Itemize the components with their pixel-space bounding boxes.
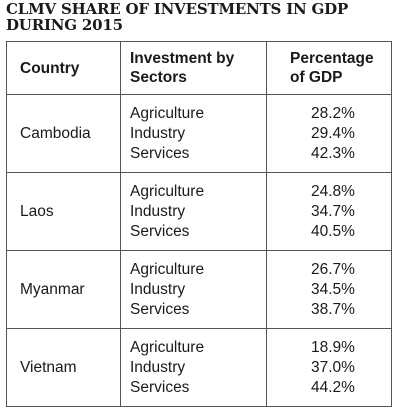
percentage-value: 42.3%: [311, 144, 355, 162]
sector-label: Industry: [130, 358, 186, 376]
header-country-label: Country: [20, 59, 80, 77]
percentage-cell: 28.2% 29.4% 42.3%: [266, 94, 392, 173]
sector-label: Agriculture: [130, 104, 205, 122]
sector-label: Industry: [130, 202, 186, 220]
sector-label: Agriculture: [130, 182, 205, 200]
percentage-value: 38.7%: [311, 300, 355, 318]
sector-label: Services: [130, 300, 190, 318]
header-sectors-line: Sectors: [130, 69, 187, 86]
percentage-value: 37.0%: [311, 358, 355, 376]
percentage-cell: 24.8% 34.7% 40.5%: [266, 172, 392, 251]
country-cell: Vietnam: [6, 328, 121, 407]
sector-label: Services: [130, 378, 190, 396]
investment-table: Country Investment by Sectors Percentage…: [6, 41, 392, 407]
sector-label: Industry: [130, 124, 186, 142]
sectors-cell: Agriculture Industry Services: [120, 94, 267, 173]
table-row: Laos Agriculture Industry Services 24.8%…: [6, 172, 392, 251]
percentage-value: 34.7%: [311, 202, 355, 220]
sectors-cell: Agriculture Industry Services: [120, 250, 267, 329]
country-cell: Myanmar: [6, 250, 121, 329]
table-row: Cambodia Agriculture Industry Services 2…: [6, 94, 392, 173]
percentage-value: 28.2%: [311, 104, 355, 122]
percentage-value: 44.2%: [311, 378, 355, 396]
country-cell: Laos: [6, 172, 121, 251]
title-line: DURING 2015: [6, 16, 123, 34]
percentage-value: 29.4%: [311, 124, 355, 142]
sector-label: Agriculture: [130, 338, 205, 356]
header-sectors: Investment by Sectors: [120, 41, 267, 95]
percentage-value: 34.5%: [311, 280, 355, 298]
header-percentage-line: Percentage: [290, 50, 374, 67]
header-percentage: Percentage of GDP: [266, 41, 392, 95]
table-row: Vietnam Agriculture Industry Services 18…: [6, 328, 392, 407]
percentage-cell: 18.9% 37.0% 44.2%: [266, 328, 392, 407]
title-line: CLMV SHARE OF INVESTMENTS IN GDP: [6, 0, 349, 18]
header-row: Country Investment by Sectors Percentage…: [6, 41, 392, 95]
sectors-cell: Agriculture Industry Services: [120, 328, 267, 407]
sector-label: Agriculture: [130, 260, 205, 278]
country-cell: Cambodia: [6, 94, 121, 173]
header-percentage-line: of GDP: [290, 69, 343, 86]
table-row: Myanmar Agriculture Industry Services 26…: [6, 250, 392, 329]
document-title: CLMV SHARE OF INVESTMENTS IN GDP DURING …: [6, 1, 396, 33]
sector-label: Services: [130, 144, 190, 162]
header-country: Country: [6, 41, 121, 95]
percentage-value: 24.8%: [311, 182, 355, 200]
sector-label: Services: [130, 222, 190, 240]
percentage-value: 26.7%: [311, 260, 355, 278]
sector-label: Industry: [130, 280, 186, 298]
header-sectors-line: Investment by: [130, 50, 235, 67]
sectors-cell: Agriculture Industry Services: [120, 172, 267, 251]
percentage-cell: 26.7% 34.5% 38.7%: [266, 250, 392, 329]
percentage-value: 40.5%: [311, 222, 355, 240]
percentage-value: 18.9%: [311, 338, 355, 356]
